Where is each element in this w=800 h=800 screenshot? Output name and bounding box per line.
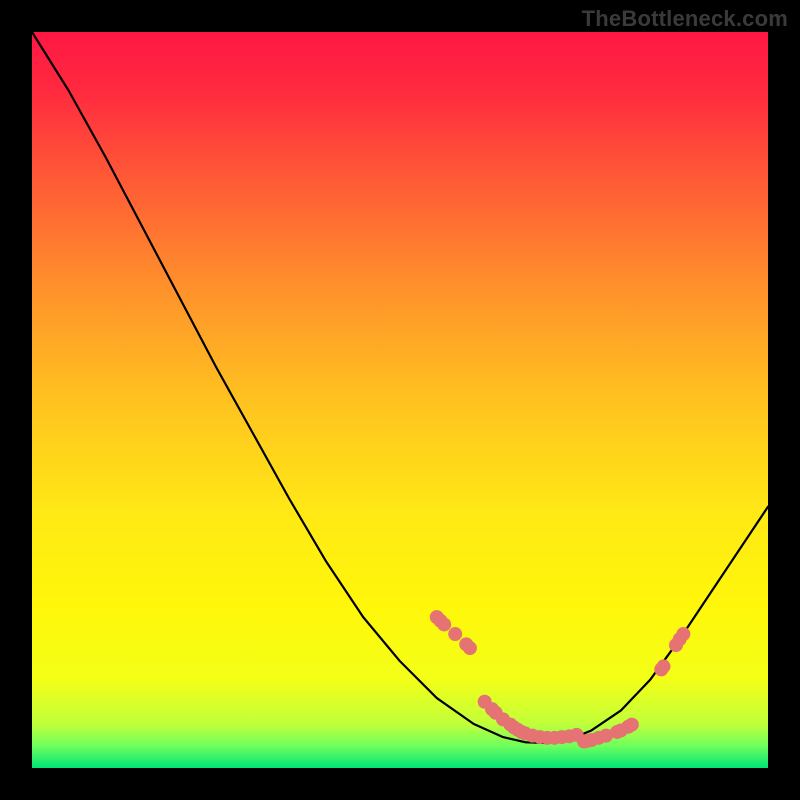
data-marker [657,660,670,673]
gradient-background [32,32,768,768]
data-marker [677,628,690,641]
data-marker [449,628,462,641]
data-marker [625,718,638,731]
bottleneck-chart [0,0,800,800]
data-marker [463,642,476,655]
chart-root: TheBottleneck.com [0,0,800,800]
data-marker [438,618,451,631]
